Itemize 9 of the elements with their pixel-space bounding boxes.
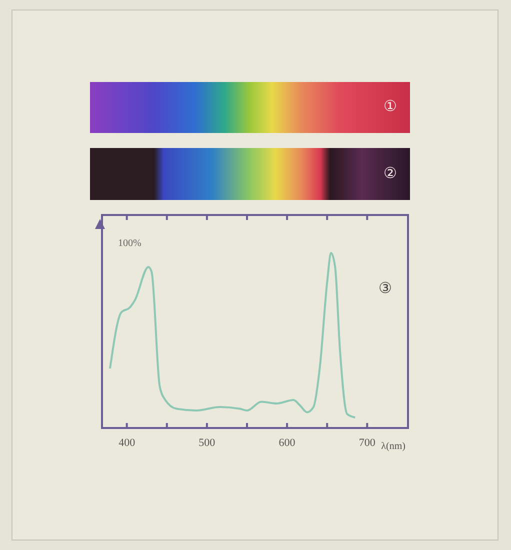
x-tick-label: 700 [358, 436, 376, 449]
text: 100% [118, 238, 142, 249]
text: ① [384, 99, 396, 115]
x-tick-label: 400 [118, 436, 136, 449]
annotation: ③ [378, 281, 392, 297]
x-axis-title: λ(nm) [381, 441, 406, 452]
text: ② [384, 166, 396, 182]
x-tick-label: 600 [278, 436, 296, 449]
x-tick-label: 500 [198, 436, 216, 449]
